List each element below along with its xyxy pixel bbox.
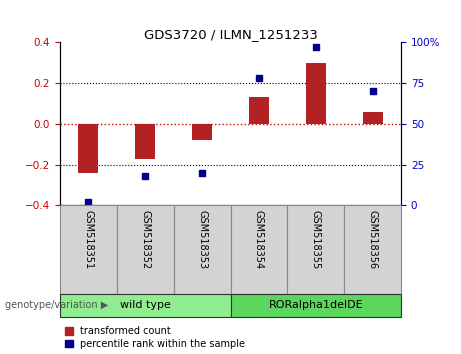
Bar (230, 294, 401, 317)
Bar (249, 97, 269, 124)
Text: GSM518352: GSM518352 (140, 210, 150, 269)
Bar (192, 124, 212, 140)
Text: GSM518351: GSM518351 (83, 210, 94, 269)
Legend: transformed count, percentile rank within the sample: transformed count, percentile rank withi… (65, 326, 245, 349)
Bar (174, 205, 230, 294)
Text: wild type: wild type (120, 300, 171, 310)
Bar (60, 294, 230, 317)
Text: GSM518354: GSM518354 (254, 210, 264, 269)
Text: GSM518355: GSM518355 (311, 210, 321, 269)
Bar (117, 205, 174, 294)
Bar (363, 112, 383, 124)
Bar (306, 63, 326, 124)
Text: genotype/variation ▶: genotype/variation ▶ (5, 300, 108, 310)
Bar (60, 205, 117, 294)
Bar (230, 205, 287, 294)
Bar (78, 124, 98, 173)
Text: GSM518356: GSM518356 (367, 210, 378, 269)
Bar (344, 205, 401, 294)
Title: GDS3720 / ILMN_1251233: GDS3720 / ILMN_1251233 (143, 28, 318, 41)
Bar (287, 205, 344, 294)
Text: GSM518353: GSM518353 (197, 210, 207, 269)
Bar (135, 124, 155, 159)
Text: RORalpha1delDE: RORalpha1delDE (268, 300, 363, 310)
